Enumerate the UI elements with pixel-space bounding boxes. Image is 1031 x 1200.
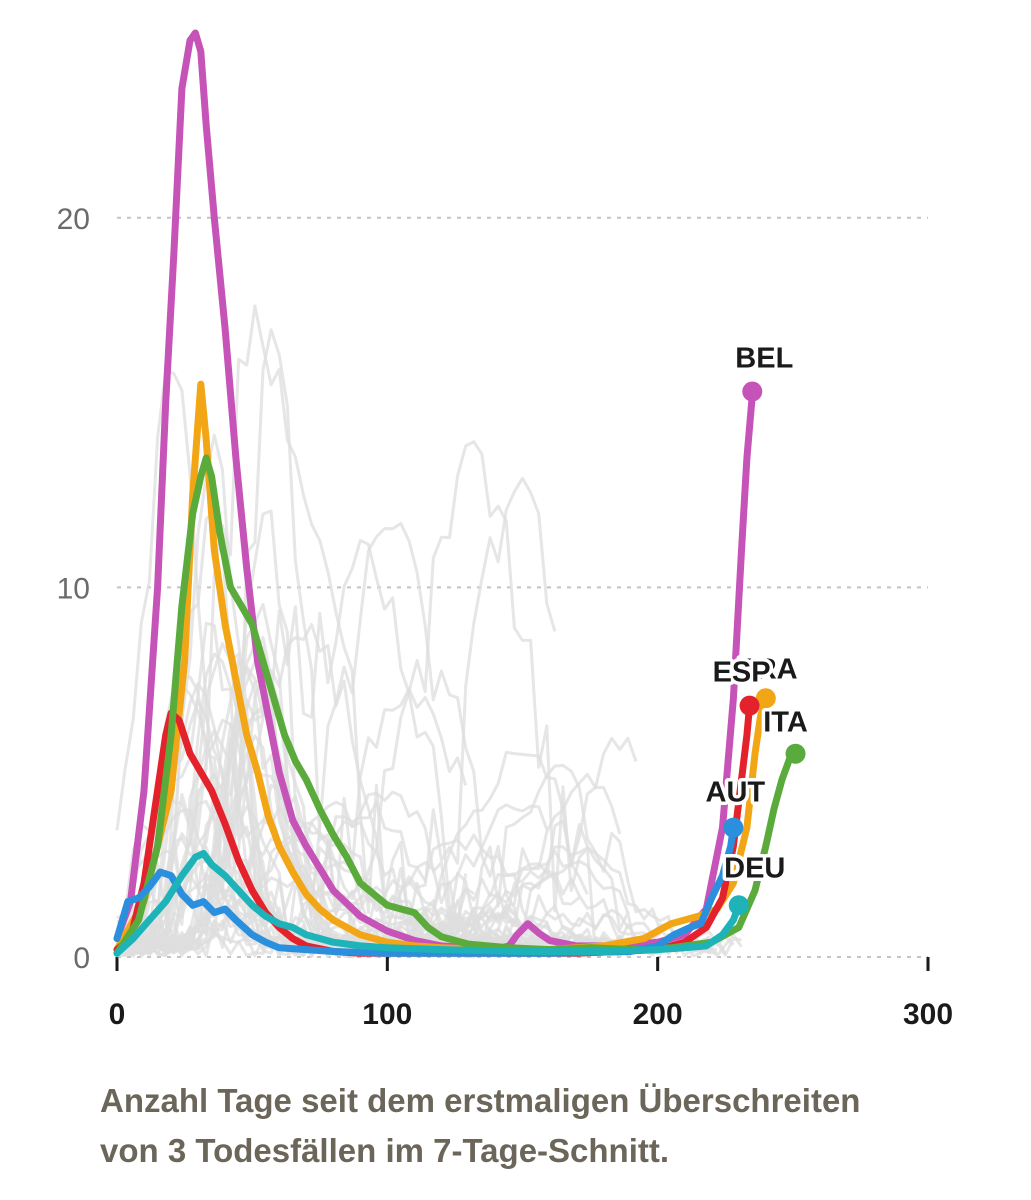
series-endpoint-ita (785, 743, 806, 764)
y-tick-label-0: 0 (73, 942, 90, 975)
x-axis-caption: Anzahl Tage seit dem erstmaligen Übersch… (100, 1076, 1000, 1176)
series-label-aut: AUT (706, 777, 766, 809)
series-endpoint-fra (755, 688, 776, 709)
background-series-line (115, 522, 573, 957)
background-series-line (116, 750, 711, 957)
series-label-deu: DEU (724, 852, 785, 884)
y-tick-label-20: 20 (57, 203, 90, 236)
x-tick-label-300: 300 (903, 998, 953, 1031)
series-endpoint-bel (742, 381, 763, 402)
series-label-fra: FRA (738, 653, 798, 685)
series-line-deu (113, 850, 743, 957)
series-endpoint-aut (723, 817, 744, 838)
background-series-line (116, 687, 468, 955)
series-label-bel: BEL (735, 343, 793, 375)
x-tick-label-200: 200 (633, 998, 683, 1031)
series-line-aut (113, 824, 737, 957)
highlighted-series-layer (113, 29, 806, 957)
caption-line-1: Anzahl Tage seit dem erstmaligen Übersch… (100, 1082, 861, 1119)
series-label-esp: ESP (713, 657, 771, 689)
series-endpoint-deu (728, 895, 749, 916)
background-series-line (115, 710, 516, 957)
series-label-ita: ITA (763, 707, 808, 739)
x-tick-label-0: 0 (109, 998, 126, 1031)
y-tick-label-10: 10 (57, 572, 90, 605)
x-tick-label-100: 100 (362, 998, 412, 1031)
caption-line-2: von 3 Todesfällen im 7-Tage-Schnitt. (100, 1132, 670, 1169)
series-endpoint-esp (739, 695, 760, 716)
